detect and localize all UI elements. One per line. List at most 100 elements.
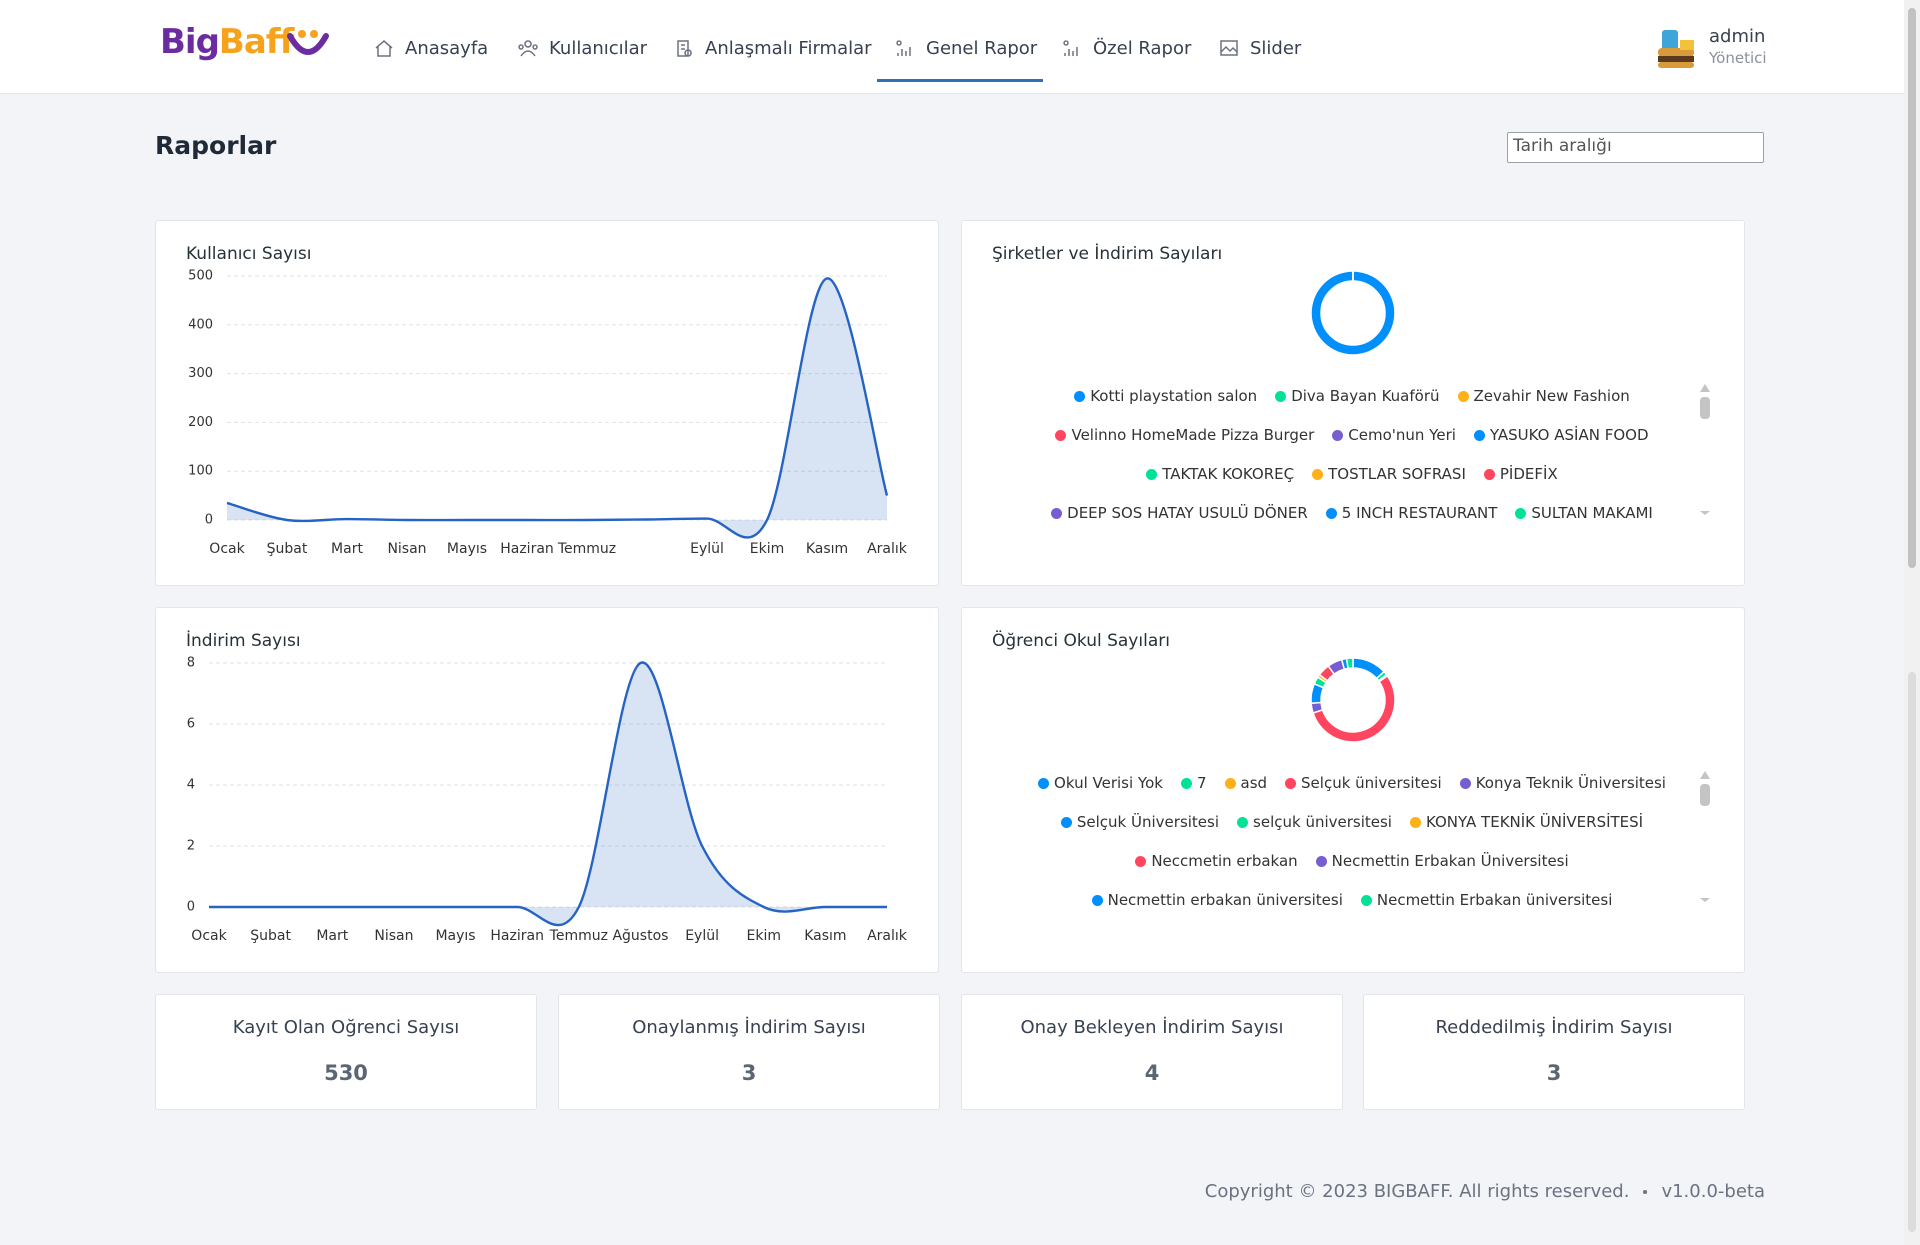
- chart-title: Öğrenci Okul Sayıları: [992, 629, 1170, 651]
- legend-label: 7: [1196, 774, 1207, 792]
- scrollbar[interactable]: [1904, 0, 1920, 1245]
- nav-label: Anasayfa: [405, 37, 489, 59]
- legend-item[interactable]: Necmettin Erbakan üniversitesi: [1360, 881, 1613, 906]
- legend-item[interactable]: Okul Verisi Yok: [1038, 764, 1163, 803]
- user-name: admin: [1709, 26, 1766, 47]
- legend-item[interactable]: 7: [1180, 764, 1207, 803]
- legend-item[interactable]: SULTAN MAKAMI: [1515, 494, 1653, 519]
- legend-marker: [1224, 778, 1236, 789]
- x-tick-label: Ağustos: [612, 928, 668, 944]
- legend-label: selçuk üniversitesi: [1253, 813, 1392, 831]
- legend-label: TOSTLAR SOFRASI: [1328, 465, 1466, 483]
- legend-item[interactable]: Cemo'nun Yeri: [1332, 416, 1456, 455]
- stat-label: Reddedilmiş İndirim Sayısı: [1435, 1017, 1673, 1038]
- donut-slice: [1312, 674, 1396, 743]
- legend-item[interactable]: Selçuk Üniversitesi: [1060, 803, 1219, 842]
- legend-item[interactable]: Diva Bayan Kuaförü: [1275, 377, 1440, 416]
- nav-label: Genel Rapor: [926, 37, 1038, 59]
- legend: Okul Verisi Yok 7 asd Selçuk üniversitesi Ko…: [1012, 764, 1692, 906]
- stat-card: Onaylanmış İndirim Sayısı 3: [558, 994, 940, 1110]
- legend-item[interactable]: Selçuk üniversitesi: [1285, 764, 1442, 803]
- legend-item[interactable]: PİDEFİX: [1483, 455, 1558, 494]
- legend-item[interactable]: Necmettin Erbakan Üniversitesi: [1315, 842, 1569, 881]
- x-tick-label: Mart: [316, 928, 348, 944]
- separator: [1643, 1189, 1648, 1194]
- legend-item[interactable]: DEEP SOS HATAY USULÜ DÖNER: [1051, 494, 1308, 519]
- legend-marker: [1315, 856, 1327, 867]
- active-indicator: [877, 79, 1043, 82]
- legend-marker: [1180, 778, 1192, 789]
- x-tick-label: Ocak: [191, 928, 227, 944]
- nav-item[interactable]: Genel Rapor: [894, 34, 1037, 62]
- icon-path: [518, 40, 538, 57]
- legend-marker: [1237, 817, 1249, 828]
- x-tick-label: Eylül: [685, 928, 719, 944]
- x-tick-label: Temmuz: [557, 541, 616, 557]
- stat-value: 3: [741, 1061, 757, 1085]
- nav-item[interactable]: Anlaşmalı Firmalar: [673, 34, 872, 62]
- stat-card: Reddedilmiş İndirim Sayısı 3: [1363, 994, 1745, 1110]
- nav-icon: [1220, 40, 1238, 56]
- legend-marker: [1459, 778, 1471, 789]
- chart: İndirim Sayısı 0 2 4 6 8 Ocak Şubat Mart Nisan May…: [186, 630, 908, 944]
- y-tick-label: 2: [187, 839, 195, 854]
- legend-label: KONYA TEKNİK ÜNİVERSİTESİ: [1425, 813, 1644, 831]
- scrollbar-thumb[interactable]: [1908, 8, 1916, 568]
- x-tick-label: Nisan: [387, 541, 426, 557]
- nav-item[interactable]: Slider: [1218, 34, 1301, 62]
- legend-label: Necmettin Erbakan üniversitesi: [1376, 891, 1613, 906]
- date-range-input[interactable]: Tarih aralığı: [1507, 132, 1764, 163]
- x-tick-label: Eylül: [690, 541, 724, 557]
- legend-item[interactable]: 5 INCH RESTAURANT: [1325, 494, 1497, 519]
- legend-item[interactable]: Necmettin erbakan üniversitesi: [1091, 881, 1343, 906]
- x-tick-label: Aralık: [867, 928, 908, 944]
- nav-label: Slider: [1250, 37, 1302, 59]
- logo[interactable]: BigBaff: [160, 22, 294, 62]
- legend-label: TAKTAK KOKOREÇ: [1162, 465, 1295, 483]
- legend-marker: [1473, 430, 1485, 441]
- icon-path: [677, 40, 692, 57]
- y-tick-label: 500: [188, 269, 213, 284]
- y-tick-label: 0: [187, 900, 195, 915]
- legend-marker: [1457, 391, 1469, 402]
- scrollbar-thumb[interactable]: [1908, 672, 1916, 1232]
- x-tick-label: Mayıs: [447, 541, 487, 557]
- logo-text: Big: [160, 22, 220, 62]
- version: v1.0.0-beta: [1661, 1181, 1765, 1202]
- legend-item[interactable]: Zevahir New Fashion: [1457, 377, 1630, 416]
- legend-label: Cemo'nun Yeri: [1348, 426, 1456, 444]
- legend-label: asd: [1240, 774, 1268, 792]
- x-tick-label: Ocak: [209, 541, 245, 557]
- chart: Kullanıcı Sayısı 0 100 200 300 400 500 Ocak Şuba…: [186, 244, 908, 557]
- legend-item[interactable]: Kotti playstation salon: [1074, 377, 1257, 416]
- area: [209, 662, 887, 926]
- legend-marker: [1285, 778, 1297, 789]
- y-tick-label: 100: [188, 464, 213, 479]
- legend-item[interactable]: asd: [1224, 764, 1268, 803]
- nav-item[interactable]: Kullanıcılar: [517, 34, 647, 62]
- avatar[interactable]: [1656, 26, 1698, 70]
- chart-title: Şirketler ve İndirim Sayıları: [992, 243, 1222, 264]
- legend-item[interactable]: YASUKO ASİAN FOOD: [1473, 416, 1649, 455]
- legend-item[interactable]: selçuk üniversitesi: [1237, 803, 1392, 842]
- x-tick-label: Kasım: [804, 928, 846, 944]
- legend-label: DEEP SOS HATAY USULÜ DÖNER: [1067, 504, 1308, 519]
- legend-item[interactable]: KONYA TEKNİK ÜNİVERSİTESİ: [1409, 803, 1644, 842]
- legend-item[interactable]: TOSTLAR SOFRASI: [1312, 455, 1466, 494]
- logo-smile: [287, 30, 329, 55]
- legend-marker: [1360, 895, 1372, 906]
- legend-item[interactable]: Neccmetin erbakan: [1135, 842, 1298, 881]
- legend-item[interactable]: TAKTAK KOKOREÇ: [1146, 455, 1294, 494]
- line: [209, 661, 887, 927]
- line: [226, 277, 889, 539]
- nav-item[interactable]: Anasayfa: [373, 34, 488, 62]
- footer: Copyright © 2023 BIGBAFF. All rights res…: [1205, 1181, 1765, 1202]
- x-tick-label: Mart: [331, 541, 363, 557]
- legend-label: Diva Bayan Kuaförü: [1291, 387, 1440, 405]
- x-tick-label: Temmuz: [549, 928, 608, 944]
- legend-item[interactable]: Konya Teknik Üniversitesi: [1459, 764, 1666, 803]
- legend-label: YASUKO ASİAN FOOD: [1489, 426, 1649, 444]
- legend-item[interactable]: Velinno HomeMade Pizza Burger: [1055, 416, 1314, 455]
- icon-path: [896, 40, 911, 56]
- nav-item[interactable]: Özel Rapor: [1061, 34, 1191, 62]
